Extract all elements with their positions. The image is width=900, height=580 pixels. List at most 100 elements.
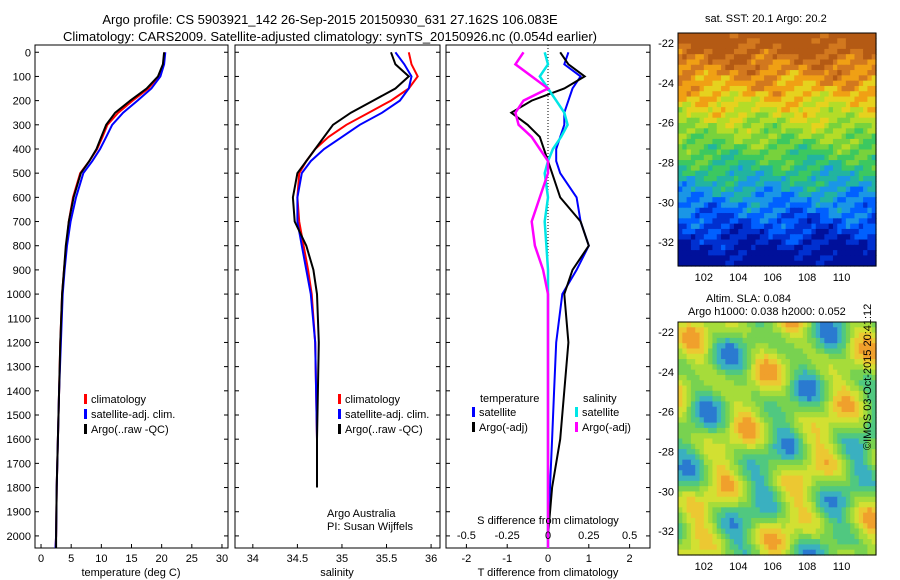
- series-line-0-2: [55, 52, 166, 548]
- sla-map-cell: [789, 449, 795, 455]
- sla-map-cell: [772, 454, 778, 461]
- sla-map-cell: [729, 475, 735, 482]
- sla-map-cell: [742, 544, 748, 551]
- sst-map-cell: [845, 43, 851, 50]
- sla-map-cell: [716, 406, 722, 413]
- sst-map-cell: [690, 191, 696, 198]
- sst-map-cell: [858, 144, 864, 151]
- sla-map-cell: [682, 433, 688, 440]
- sst-map-cell: [858, 101, 864, 108]
- sla-map-cell: [746, 449, 752, 455]
- sst-map-cell: [785, 38, 791, 45]
- sst-map-cell: [768, 244, 774, 251]
- sst-map-cell: [828, 255, 834, 262]
- sst-map-cell: [678, 154, 683, 161]
- sst-map-cell: [850, 80, 856, 87]
- sla-map-cell: [742, 385, 748, 392]
- sst-map-cell: [738, 239, 744, 246]
- sla-map-cell: [759, 417, 765, 424]
- sst-map-cell: [811, 91, 817, 98]
- sla-map-cell: [759, 475, 765, 482]
- sla-map-cell: [729, 337, 735, 344]
- sla-map-cell: [871, 322, 877, 328]
- sla-map-cell: [746, 343, 752, 350]
- sla-map-cell: [820, 390, 825, 397]
- sla-map-cell: [794, 470, 800, 477]
- sla-map-cell: [811, 496, 817, 503]
- sla-map-cell: [742, 374, 748, 381]
- sst-map-cell: [678, 170, 683, 177]
- sst-map-cell: [755, 207, 761, 214]
- sst-map-cell: [708, 181, 714, 188]
- sst-map-cell: [837, 138, 843, 145]
- sla-map-cell: [820, 512, 825, 519]
- sst-map-cell: [832, 181, 838, 188]
- sla-map-cell: [854, 533, 860, 540]
- sst-map-cell: [820, 213, 825, 219]
- sst-map-cell: [785, 138, 791, 145]
- sst-map-cell: [725, 54, 731, 61]
- sla-lat-tick-label: -26: [658, 407, 674, 419]
- sla-map-cell: [690, 327, 696, 334]
- sst-map-cell: [682, 186, 688, 193]
- sla-map-cell: [682, 380, 688, 387]
- sst-map-cell: [807, 128, 813, 135]
- sst-map-cell: [802, 138, 808, 145]
- sst-map-cell: [824, 218, 830, 225]
- sst-map-cell: [811, 138, 817, 145]
- sla-map-cell: [772, 369, 778, 376]
- sla-map-cell: [712, 517, 718, 524]
- sst-map-cell: [768, 239, 774, 246]
- sst-map-cell: [764, 59, 769, 66]
- sst-map-cell: [764, 144, 769, 151]
- sla-map-cell: [742, 364, 748, 371]
- sla-map-cell: [695, 412, 701, 418]
- sla-map-cell: [841, 480, 847, 487]
- sla-map-cell: [828, 523, 834, 530]
- sla-map-cell: [832, 544, 838, 551]
- sst-map-cell: [815, 96, 821, 103]
- sst-map-cell: [772, 117, 778, 124]
- sla-map-cell: [837, 539, 843, 546]
- sst-map-cell: [802, 43, 808, 50]
- sst-map-cell: [863, 191, 868, 198]
- sla-map-cell: [751, 517, 757, 524]
- sla-map-cell: [738, 406, 744, 413]
- sst-map-cell: [725, 223, 731, 230]
- sla-map-cell: [781, 337, 787, 344]
- sst-map-cell: [794, 170, 800, 177]
- sla-map-cell: [759, 549, 765, 556]
- sla-map-cell: [820, 353, 825, 360]
- sst-map-cell: [871, 123, 877, 129]
- sst-map-cell: [759, 107, 765, 114]
- sla-map-cell: [781, 544, 787, 551]
- sst-map-cell: [785, 117, 791, 124]
- sla-map-cell: [785, 480, 791, 487]
- sst-map-cell: [759, 38, 765, 45]
- sla-map-cell: [845, 406, 851, 413]
- sla-map-cell: [777, 322, 782, 328]
- sla-map-cell: [708, 327, 714, 334]
- sst-map-cell: [777, 175, 782, 182]
- sst-map-cell: [733, 75, 739, 82]
- sla-map-cell: [686, 438, 692, 445]
- sla-map-cell: [721, 464, 726, 471]
- sla-map-cell: [785, 322, 791, 328]
- sst-map-cell: [794, 160, 800, 166]
- sst-map-cell: [871, 85, 877, 92]
- sla-map-cell: [703, 470, 709, 477]
- sla-map-cell: [832, 512, 838, 519]
- sst-map-cell: [699, 144, 705, 151]
- sla-map-cell: [725, 364, 731, 371]
- sla-map-cell: [777, 544, 782, 551]
- sla-map-cell: [794, 380, 800, 387]
- sla-map-cell: [746, 512, 752, 519]
- sla-map-cell: [807, 343, 813, 350]
- sst-map-cell: [811, 144, 817, 151]
- sla-map-cell: [820, 374, 825, 381]
- sla-map-cell: [850, 486, 856, 493]
- sla-map-cell: [729, 528, 735, 535]
- sla-map-cell: [725, 401, 731, 408]
- sst-map-cell: [841, 186, 847, 193]
- sst-map-cell: [759, 91, 765, 98]
